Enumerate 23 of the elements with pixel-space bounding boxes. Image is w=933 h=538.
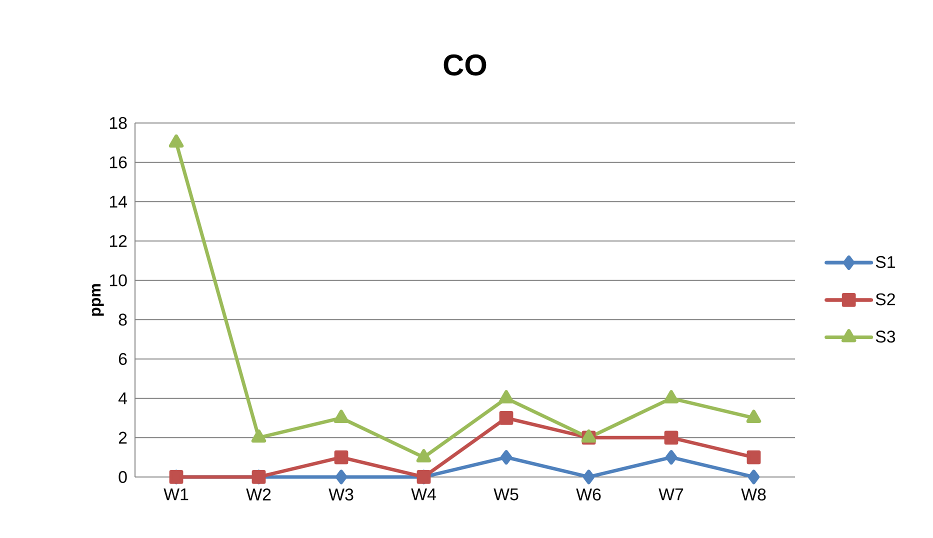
y-tick-label: 12 [110,235,127,247]
x-tick-label: W4 [411,488,436,500]
y-tick-label: 8 [118,314,127,326]
y-tick-label: 16 [110,156,127,168]
legend-label: S2 [876,293,895,306]
x-tick-label: W5 [494,488,518,500]
y-tick-label: 6 [118,352,127,365]
x-tick-label: W1 [164,488,188,500]
y-tick-label: 2 [118,432,127,444]
x-tick-label: W7 [658,488,684,500]
x-tick-label: W2 [246,488,271,500]
y-tick-label: 18 [110,116,127,129]
y-tick-label: 14 [110,196,127,208]
y-tick-label: 4 [118,392,127,404]
y-tick-label: 0 [118,470,127,483]
chart-title: CO [444,54,486,76]
x-tick-label: W3 [328,488,354,500]
y-axis-title: ppm [92,284,104,316]
x-tick-label: W6 [576,488,601,500]
legend-label: S1 [876,256,895,268]
legend-label: S3 [876,330,896,343]
x-tick-label: W8 [741,488,766,500]
y-tick-label: 10 [110,274,127,286]
